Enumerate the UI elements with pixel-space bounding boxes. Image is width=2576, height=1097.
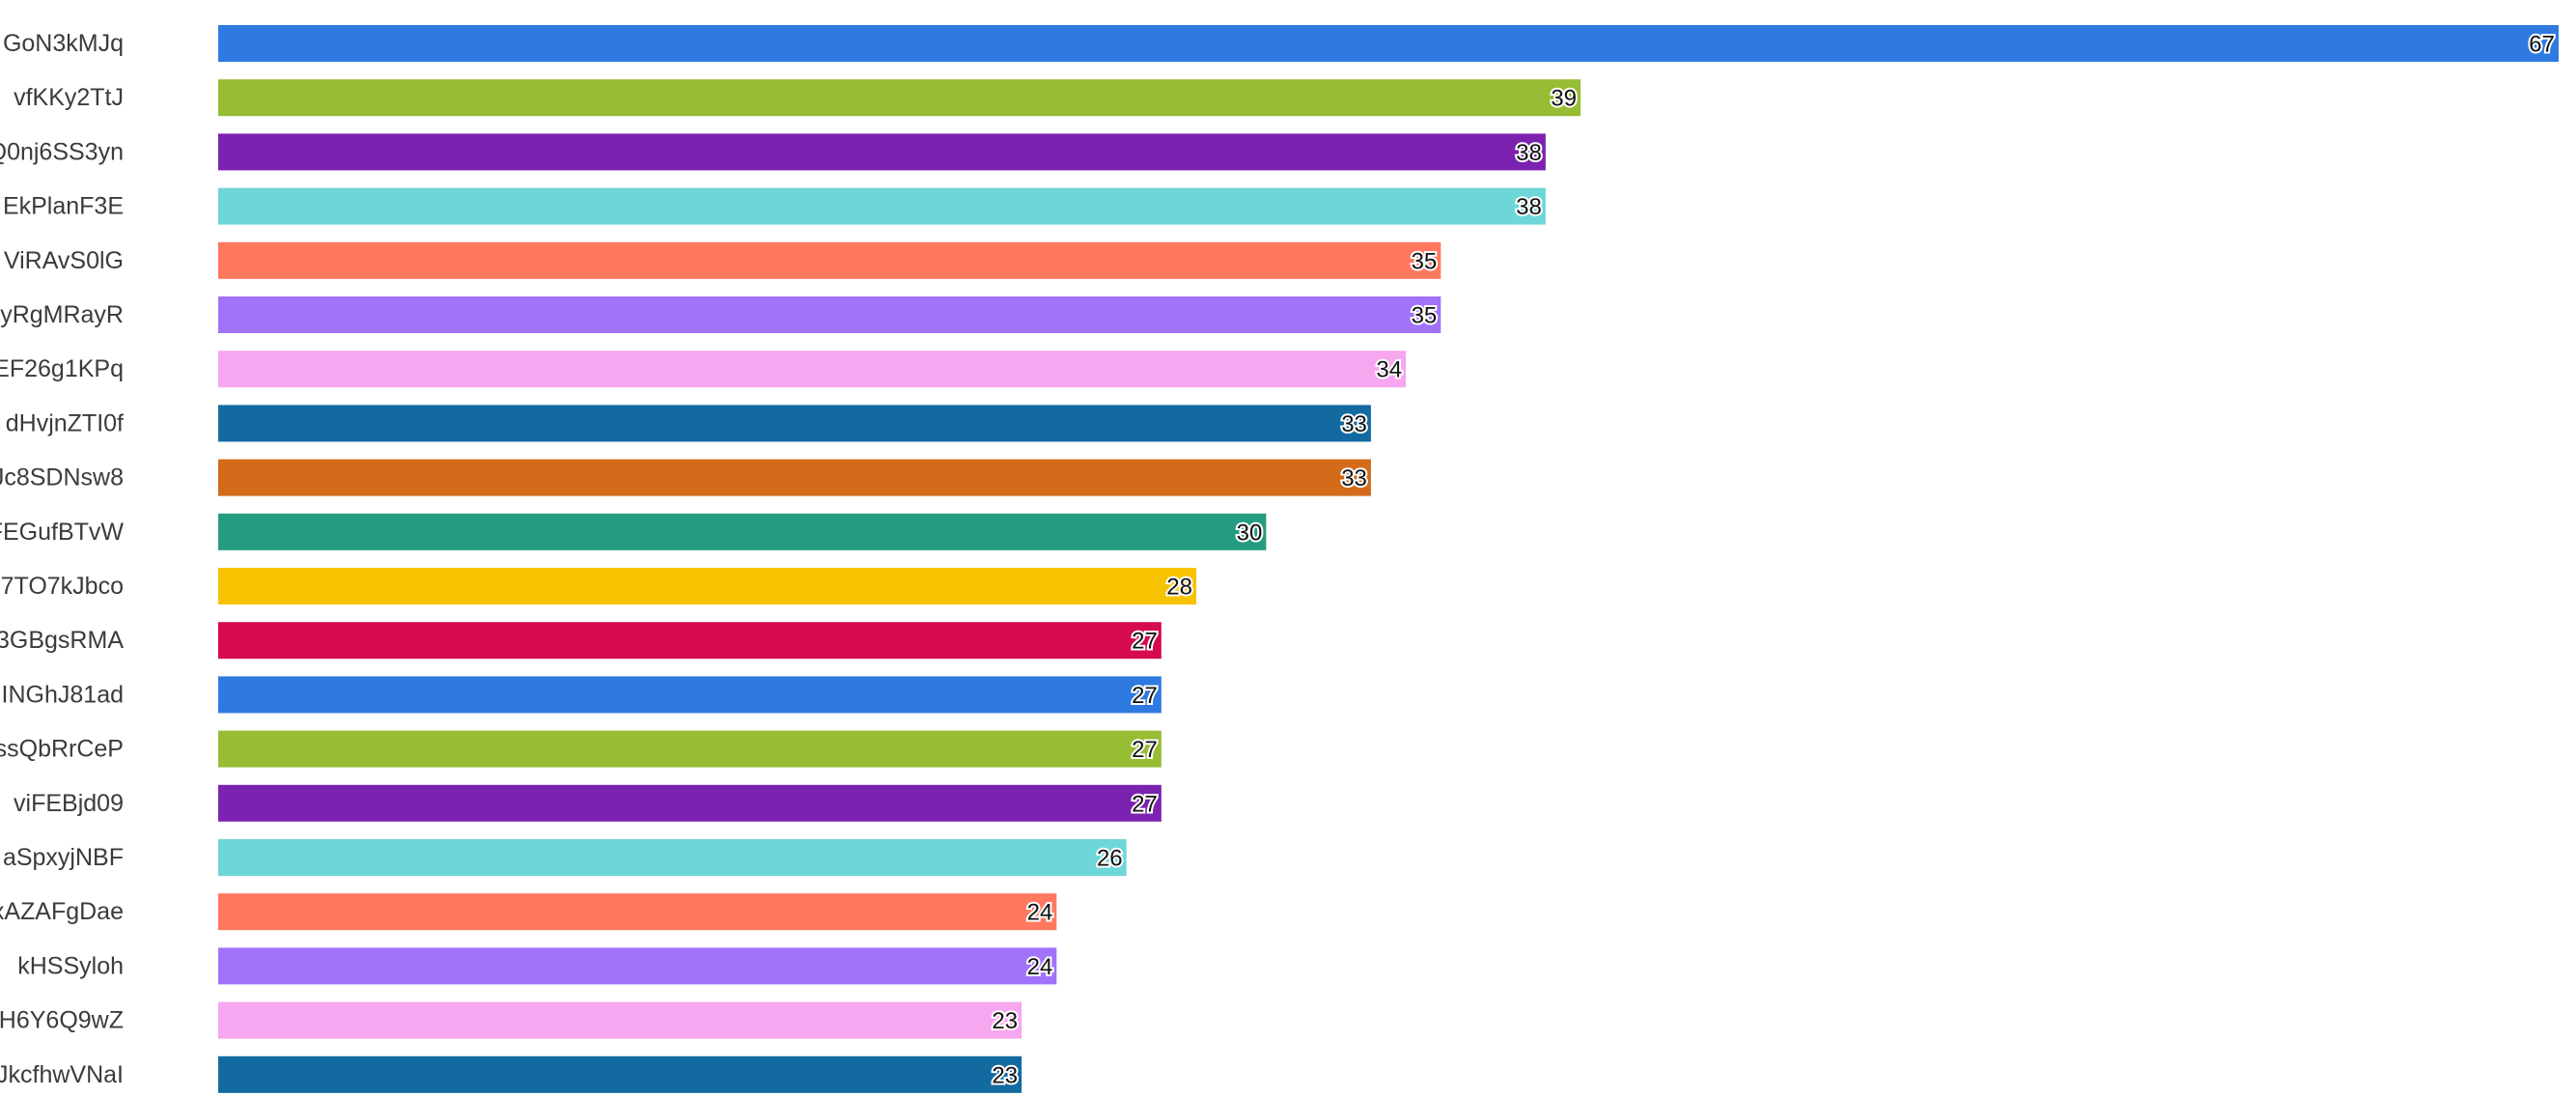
value-label: 28 <box>1166 575 1192 601</box>
value-labels-group: 67 39 38 38 35 35 34 33 33 30 28 27 27 27 27 26 24 24 23 23 <box>990 30 2557 1091</box>
value-label: 23 <box>992 1062 1018 1088</box>
category-label: aH6Y6Q9wZ <box>0 1007 124 1034</box>
category-label: FEGufBTvW <box>0 519 124 546</box>
category-label: JkcfhwVNaI <box>0 1061 124 1088</box>
category-label: EkPlanF3E <box>3 193 124 220</box>
bar-aSpxyjNBF <box>218 839 1127 876</box>
category-label: xAZAFgDae <box>0 898 124 925</box>
category-label: Jc8SDNsw8 <box>0 464 124 492</box>
value-label: 30 <box>1237 520 1263 546</box>
category-label: EF26g1KPq <box>0 355 124 382</box>
bar-ssQbRrCeP <box>218 730 1162 768</box>
value-label: 24 <box>1027 900 1053 926</box>
category-label: vfKKy2TtJ <box>14 84 124 111</box>
value-label: 38 <box>1516 140 1542 166</box>
value-label: 34 <box>1376 357 1402 383</box>
category-label: dHvjnZTI0f <box>6 409 124 436</box>
bar-FEGufBTvW <box>218 513 1267 550</box>
bar-EF26g1KPq <box>218 351 1407 388</box>
bar-dHvjnZTI0f <box>218 405 1371 442</box>
bar-GoN3kMJq <box>218 25 2559 62</box>
value-label: 27 <box>1132 791 1158 817</box>
category-label: INGhJ81ad <box>2 681 124 708</box>
category-label: GoN3kMJq <box>3 30 124 57</box>
category-label: ssQbRrCeP <box>0 736 124 763</box>
bar-DyRgMRayR <box>218 296 1442 333</box>
bar-INGhJ81ad <box>218 676 1162 714</box>
category-label: viFEBjd09 <box>14 790 124 817</box>
value-label: 26 <box>1097 846 1123 872</box>
bar-xAZAFgDae <box>218 893 1057 931</box>
bar-viFEBjd09 <box>218 784 1162 822</box>
category-label: 7TO7kJbco <box>1 573 124 600</box>
category-labels-group: GoN3kMJq vfKKy2TtJ Q0nj6SS3yn EkPlanF3E ViRA… <box>0 30 124 1088</box>
bar-vfKKy2TtJ <box>218 79 1581 117</box>
bar-kHSSyloh <box>218 947 1057 985</box>
bar-Jc8SDNsw8 <box>218 459 1371 496</box>
value-label: 35 <box>1412 248 1438 274</box>
category-label: ViRAvS0lG <box>4 247 124 274</box>
category-label: DyRgMRayR <box>0 301 124 328</box>
bar-ViRAvS0lG <box>218 241 1442 279</box>
value-label: 27 <box>1132 683 1158 709</box>
category-label: Q0nj6SS3yn <box>0 138 124 165</box>
category-label: kHSSyloh <box>17 952 124 979</box>
value-label: 24 <box>1027 954 1053 980</box>
value-label: 23 <box>992 1008 1018 1034</box>
value-label: 33 <box>1341 465 1367 492</box>
value-label: 39 <box>1551 86 1577 112</box>
bars-group <box>218 25 2559 1093</box>
value-label: 35 <box>1412 303 1438 329</box>
category-label: l3GBgsRMA <box>0 627 124 654</box>
value-label: 38 <box>1516 194 1542 220</box>
value-label: 67 <box>2529 32 2555 58</box>
bar-JkcfhwVNaI <box>218 1055 1022 1093</box>
bar-aH6Y6Q9wZ <box>218 1001 1022 1039</box>
bar-l3GBgsRMA <box>218 622 1162 660</box>
value-label: 27 <box>1132 737 1158 763</box>
bar-EkPlanF3E <box>218 187 1546 225</box>
category-label: aSpxyjNBF <box>3 844 124 871</box>
value-label: 33 <box>1341 411 1367 437</box>
value-label: 27 <box>1132 629 1158 655</box>
bar-Q0nj6SS3yn <box>218 133 1546 171</box>
bar-7TO7kJbco <box>218 568 1197 605</box>
